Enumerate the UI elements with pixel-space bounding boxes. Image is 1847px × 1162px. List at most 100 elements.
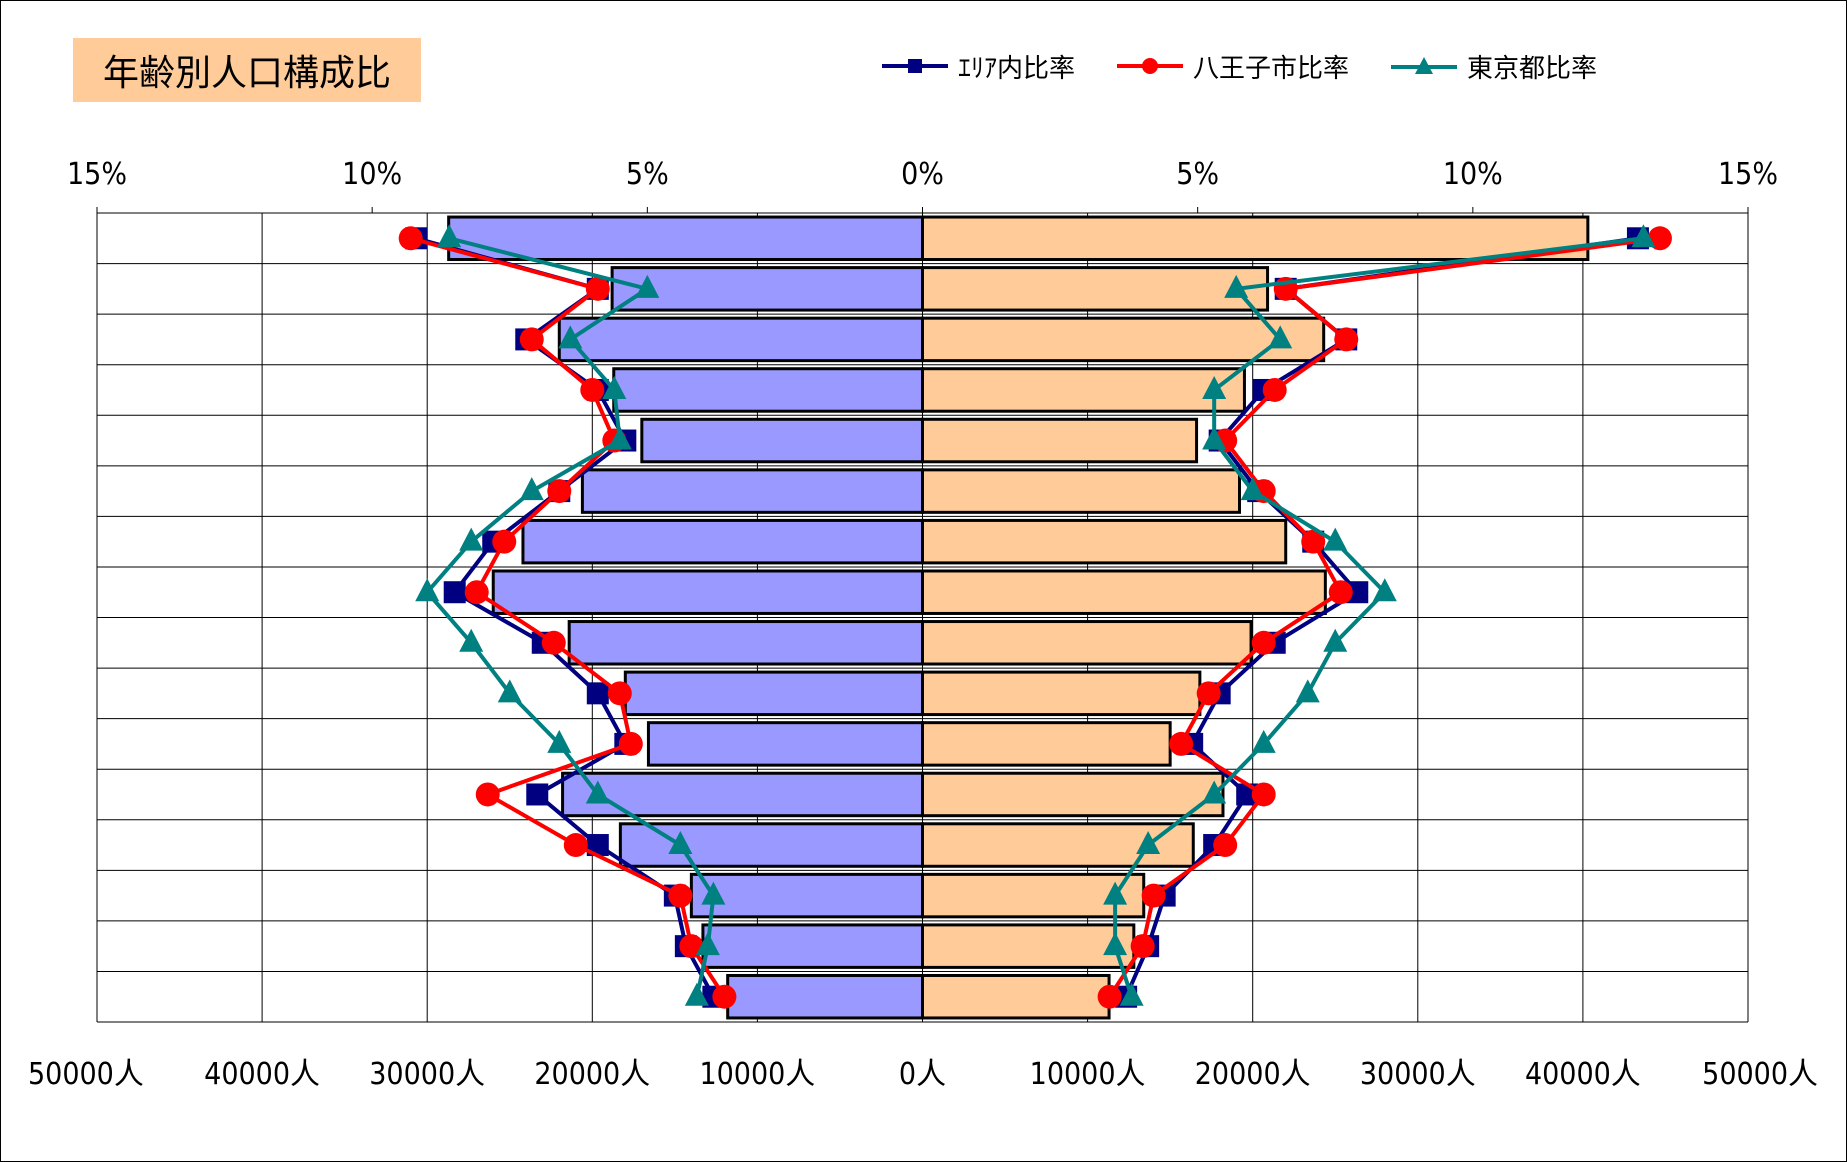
bar-left xyxy=(447,215,924,262)
marker-triangle xyxy=(1323,527,1348,551)
marker-circle xyxy=(607,681,632,706)
marker-circle xyxy=(1251,630,1276,655)
bar-left xyxy=(567,620,924,666)
marker-circle xyxy=(1097,984,1122,1009)
marker-triangle xyxy=(1224,274,1249,298)
marker-triangle xyxy=(1103,881,1128,905)
legend-item-tokyo: 東京都比率 xyxy=(1389,48,1597,85)
legend-swatch-circle-icon xyxy=(1117,58,1184,74)
bars xyxy=(447,215,1590,1020)
marker-triangle xyxy=(459,628,484,652)
legend-label: 八王子市比率 xyxy=(1193,53,1350,84)
marker-triangle xyxy=(558,325,583,349)
marker-triangle xyxy=(1323,628,1348,652)
marker-circle xyxy=(1130,934,1155,959)
marker-circle xyxy=(519,327,544,352)
chart-title: 年齢別人口構成比 xyxy=(102,53,391,94)
bar-left xyxy=(701,923,924,969)
bar-right xyxy=(921,518,1288,565)
marker-triangle xyxy=(1119,982,1144,1006)
top-axis-tick-label: 5% xyxy=(1176,157,1219,192)
series-line-right xyxy=(1113,236,1644,998)
marker-triangle xyxy=(602,375,627,399)
marker-triangle xyxy=(1103,932,1128,956)
bar-right xyxy=(921,721,1172,767)
series-lines xyxy=(398,224,1672,1009)
marker-triangle xyxy=(1631,224,1656,248)
marker-triangle xyxy=(585,780,610,804)
top-axis-tick-label: 15% xyxy=(67,157,127,192)
series-line-right xyxy=(1107,236,1661,998)
marker-square xyxy=(1346,581,1369,604)
bar-right xyxy=(921,973,1111,1020)
series-line-left xyxy=(410,236,727,998)
bar-left xyxy=(726,973,924,1020)
marker-triangle xyxy=(701,881,726,905)
series-line-left xyxy=(424,236,716,998)
marker-triangle xyxy=(635,274,660,298)
marker-triangle xyxy=(1268,325,1293,349)
bar-right xyxy=(921,670,1202,717)
marker-triangle xyxy=(1251,729,1276,753)
marker-circle xyxy=(618,731,643,756)
top-axis-tick-label: 5% xyxy=(626,157,669,192)
marker-triangle xyxy=(1202,426,1227,450)
top-axis-tick-label: 0% xyxy=(901,157,944,192)
bottom-axis-tick-label: 20000人 xyxy=(1195,1057,1311,1092)
marker-triangle xyxy=(415,578,440,602)
marker-circle xyxy=(1334,327,1359,352)
legend: ｴﾘｱ内比率 八王子市比率 東京都比率 xyxy=(880,46,1637,86)
bar-left xyxy=(646,721,925,767)
bar-left xyxy=(610,266,924,312)
marker-circle xyxy=(585,276,610,301)
marker-triangle xyxy=(547,729,572,753)
bar-right xyxy=(921,266,1270,312)
marker-triangle xyxy=(1202,375,1227,399)
marker-triangle xyxy=(497,679,522,703)
bar-left xyxy=(580,468,924,514)
marker-circle xyxy=(1251,782,1276,807)
top-axis-tick-label: 15% xyxy=(1718,157,1778,192)
bar-left xyxy=(491,569,924,615)
marker-triangle xyxy=(1202,780,1227,804)
bottom-axis-tick-label: 10000人 xyxy=(699,1057,815,1092)
marker-circle xyxy=(1169,731,1194,756)
marker-circle xyxy=(475,782,500,807)
bar-right xyxy=(921,215,1590,262)
marker-triangle xyxy=(1295,679,1320,703)
bottom-axis-tick-label: 50000人 xyxy=(1702,1057,1818,1092)
marker-triangle xyxy=(437,224,462,248)
marker-circle xyxy=(1262,377,1287,402)
marker-circle xyxy=(1196,681,1221,706)
marker-triangle xyxy=(695,932,720,956)
bar-right xyxy=(921,923,1136,969)
bar-right xyxy=(921,771,1225,818)
legend-item-area: ｴﾘｱ内比率 xyxy=(880,48,1075,85)
bottom-axis-tick-label: 40000人 xyxy=(1525,1057,1641,1092)
marker-circle xyxy=(1213,833,1238,858)
bar-right xyxy=(921,316,1326,363)
bar-left xyxy=(640,417,925,464)
marker-circle xyxy=(712,984,737,1009)
marker-triangle xyxy=(1240,477,1265,501)
bar-right xyxy=(921,620,1253,666)
marker-triangle xyxy=(459,527,484,551)
bar-left xyxy=(618,822,924,868)
bar-left xyxy=(689,872,924,919)
top-axis-tick-label: 10% xyxy=(1443,157,1503,192)
legend-label: 東京都比率 xyxy=(1467,53,1598,84)
marker-circle xyxy=(1647,226,1672,251)
bottom-axis-tick-labels: 50000人 40000人 30000人 20000人 10000人 0人 10000人 20… xyxy=(28,1057,1818,1092)
marker-triangle xyxy=(1372,578,1397,602)
bar-left xyxy=(557,316,925,363)
marker-triangle xyxy=(519,477,544,501)
bar-right xyxy=(921,417,1199,464)
bottom-axis-tick-label: 30000人 xyxy=(369,1057,485,1092)
marker-square xyxy=(526,783,549,806)
bar-left xyxy=(561,771,924,818)
marker-circle xyxy=(541,630,566,655)
marker-circle xyxy=(464,580,489,605)
marker-circle xyxy=(1328,580,1353,605)
chart-title-box: 年齢別人口構成比 xyxy=(73,38,421,102)
bar-right xyxy=(921,872,1146,919)
